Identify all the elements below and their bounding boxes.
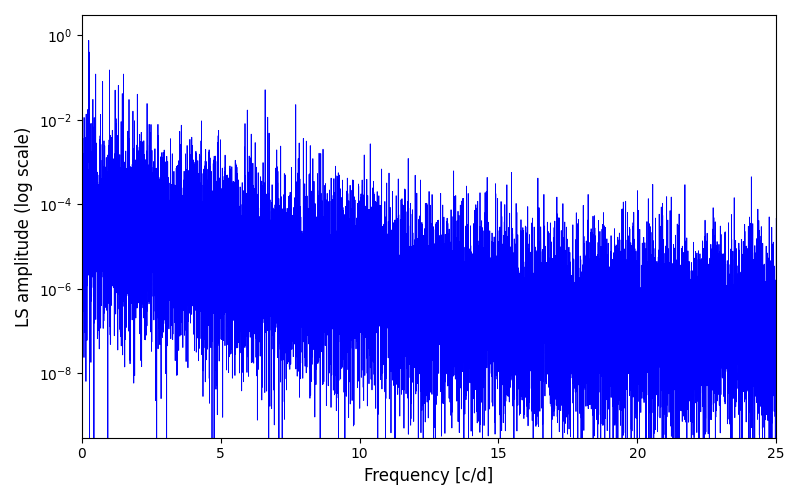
Y-axis label: LS amplitude (log scale): LS amplitude (log scale)	[15, 126, 33, 326]
X-axis label: Frequency [c/d]: Frequency [c/d]	[364, 467, 494, 485]
